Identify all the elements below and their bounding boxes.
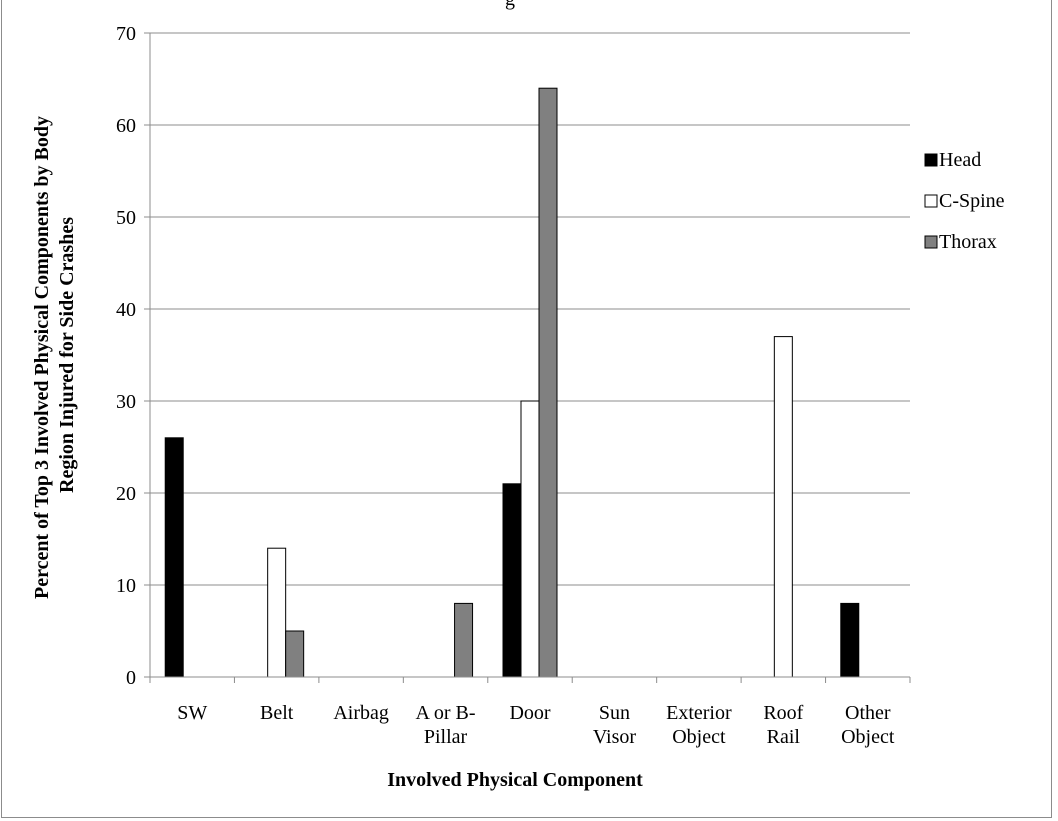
legend-label: C-Spine: [939, 190, 1005, 212]
bars: [164, 87, 860, 678]
bar-thorax: [454, 602, 474, 678]
legend: Head C-Spine Thorax: [924, 149, 1005, 253]
bar-thorax: [538, 87, 558, 678]
y-tick-label: 60: [116, 115, 136, 137]
x-category-label: A or B-Pillar: [416, 702, 476, 748]
legend-swatch: [924, 235, 938, 249]
x-category-labels: SW Belt Airbag A or B-Pillar Door Sun Visor Ext…: [177, 702, 895, 748]
x-category-label: Roof Rail: [763, 702, 803, 748]
bar-c-spine: [773, 336, 793, 678]
legend-label: Head: [939, 149, 981, 171]
x-category-label: Exterior Object: [666, 702, 732, 748]
bar-head: [164, 437, 184, 678]
y-tick-label: 70: [116, 23, 136, 45]
x-axis-title: Involved Physical Component: [387, 769, 643, 791]
bar-c-spine: [520, 400, 540, 678]
bar-head: [502, 483, 522, 678]
legend-swatch: [924, 194, 938, 208]
x-category-label: Other Object: [841, 702, 895, 748]
legend-label: Thorax: [939, 231, 997, 253]
chart-title: g: [300, 0, 720, 11]
x-category-label: Airbag: [333, 702, 389, 724]
x-category-label: Belt: [260, 702, 294, 724]
axes: [149, 33, 911, 683]
legend-swatch: [924, 153, 938, 167]
x-category-label: Door: [509, 702, 550, 724]
bar-c-spine: [267, 547, 287, 678]
y-axis-title-line-1: Percent of Top 3 Involved Physical Compo…: [31, 116, 53, 599]
y-tick-label: 20: [116, 483, 136, 505]
bar-thorax: [285, 630, 305, 678]
bar-head: [840, 602, 860, 678]
y-axis-title: Percent of Top 3 Involved Physical Compo…: [31, 111, 78, 599]
y-tick-label: 30: [116, 391, 136, 413]
y-tick-label: 0: [126, 667, 136, 689]
y-tick-label: 40: [116, 299, 136, 321]
y-tick-labels: 0 10 20 30 40 50 60 70: [116, 23, 136, 689]
y-tick-label: 10: [116, 575, 136, 597]
y-axis-title-line-2: Region Injured for Side Crashes: [56, 217, 78, 493]
y-tick-label: 50: [116, 207, 136, 229]
x-category-label: SW: [177, 702, 207, 724]
x-category-label: Sun Visor: [593, 702, 637, 748]
